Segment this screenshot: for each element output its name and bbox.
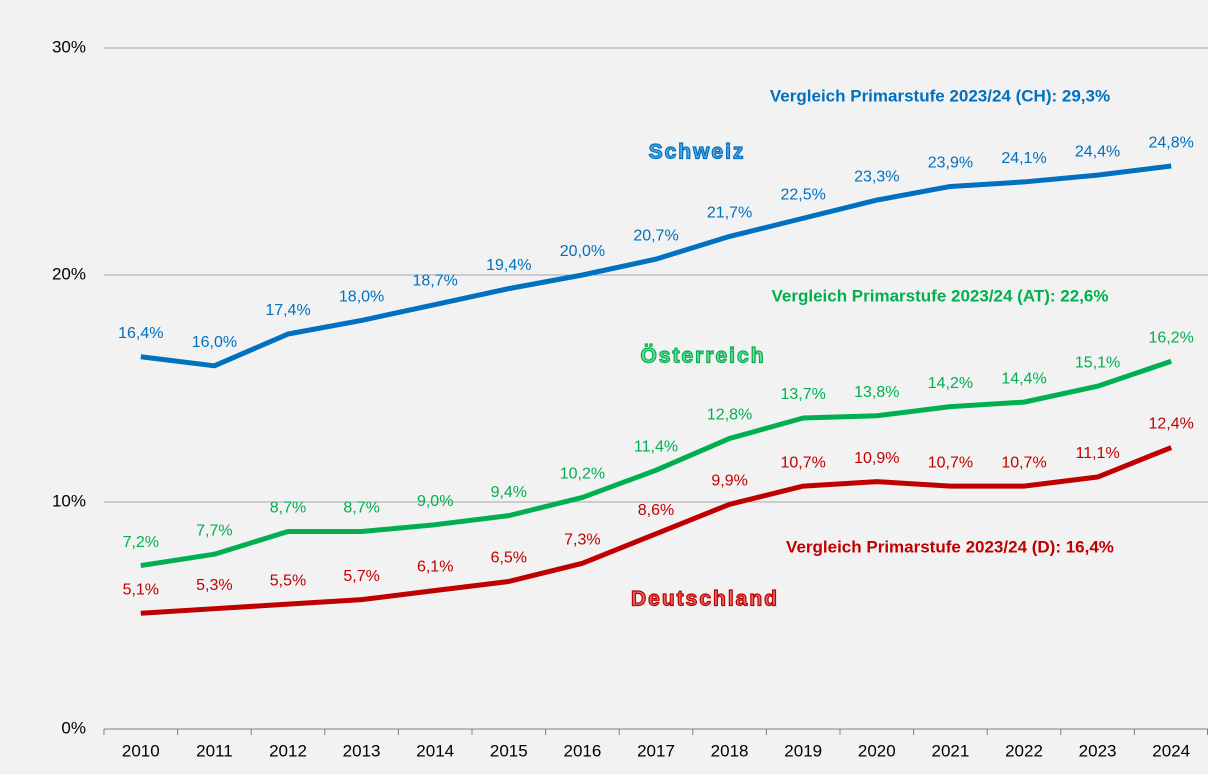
y-tick-label: 20%	[52, 264, 86, 283]
data-label: 14,2%	[928, 375, 973, 392]
data-label: 9,4%	[491, 484, 527, 501]
data-label: 20,0%	[560, 243, 605, 260]
data-label: 11,4%	[634, 438, 678, 455]
x-tick-label: 2021	[931, 741, 969, 760]
x-tick-label: 2014	[416, 741, 454, 760]
data-label: 5,5%	[270, 572, 306, 589]
data-label: 5,1%	[123, 581, 159, 598]
data-label: 8,7%	[270, 500, 306, 517]
data-label: 5,3%	[196, 577, 232, 594]
data-label: 7,7%	[196, 522, 232, 539]
data-label: 10,7%	[928, 454, 973, 471]
data-label: 22,5%	[781, 186, 826, 203]
y-tick-label: 30%	[52, 37, 86, 56]
data-label: 17,4%	[265, 302, 310, 319]
y-tick-label: 10%	[52, 491, 86, 510]
x-tick-label: 2020	[858, 741, 896, 760]
data-label: 24,8%	[1149, 134, 1194, 151]
data-label: 6,5%	[491, 550, 527, 567]
x-tick-label: 2024	[1152, 741, 1190, 760]
data-label: 10,7%	[1001, 454, 1046, 471]
data-label: 24,4%	[1075, 143, 1120, 160]
series-line	[140, 358, 1173, 569]
data-label: 9,9%	[711, 472, 747, 489]
series-name: Deutschland	[631, 588, 779, 611]
x-tick-label: 2019	[784, 741, 822, 760]
data-label: 10,9%	[854, 450, 899, 467]
data-label: 16,2%	[1149, 329, 1194, 346]
data-label: 10,7%	[781, 454, 826, 471]
x-tick-label: 2023	[1079, 741, 1117, 760]
data-label: 7,2%	[123, 534, 159, 551]
data-label: 16,0%	[192, 334, 237, 351]
data-label: 8,7%	[343, 500, 379, 517]
data-label: 14,4%	[1001, 370, 1046, 387]
data-label: 23,3%	[854, 168, 899, 185]
data-label: 21,7%	[707, 205, 752, 222]
data-label: 15,1%	[1075, 354, 1120, 371]
data-label: 6,1%	[417, 559, 453, 576]
data-label: 20,7%	[633, 227, 678, 244]
data-label: 13,7%	[781, 386, 826, 403]
data-label: 13,8%	[854, 384, 899, 401]
data-label: 10,2%	[560, 466, 605, 483]
x-tick-label: 2015	[490, 741, 528, 760]
x-tick-label: 2010	[122, 741, 160, 760]
data-label: 12,8%	[707, 407, 752, 424]
x-tick-label: 2012	[269, 741, 307, 760]
x-tick-label: 2013	[343, 741, 381, 760]
data-label: 12,4%	[1149, 416, 1194, 433]
x-tick-label: 2011	[196, 741, 233, 760]
data-label: 8,6%	[638, 502, 674, 519]
data-label: 11,1%	[1076, 445, 1120, 462]
data-label: 7,3%	[564, 532, 600, 549]
x-tick-label: 2018	[711, 741, 749, 760]
data-label: 19,4%	[486, 257, 531, 274]
data-label: 23,9%	[928, 155, 973, 172]
data-label: 9,0%	[417, 493, 453, 510]
series-line	[140, 163, 1172, 369]
x-tick-label: 2022	[1005, 741, 1043, 760]
y-tick-label: 0%	[61, 718, 86, 737]
data-label: 18,0%	[339, 289, 384, 306]
annotation: Vergleich Primarstufe 2023/24 (D): 16,4%	[786, 537, 1114, 556]
series-name: Österreich	[640, 345, 765, 368]
x-tick-label: 2017	[637, 741, 675, 760]
annotation: Vergleich Primarstufe 2023/24 (CH): 29,3…	[770, 86, 1110, 105]
data-label: 5,7%	[343, 568, 379, 585]
x-tick-label: 2016	[563, 741, 601, 760]
data-label: 18,7%	[413, 273, 458, 290]
data-label: 24,1%	[1001, 150, 1046, 167]
annotation: Vergleich Primarstufe 2023/24 (AT): 22,6…	[771, 286, 1108, 305]
data-label: 16,4%	[118, 325, 163, 342]
series-line	[140, 445, 1173, 616]
series-name: Schweiz	[649, 141, 746, 164]
